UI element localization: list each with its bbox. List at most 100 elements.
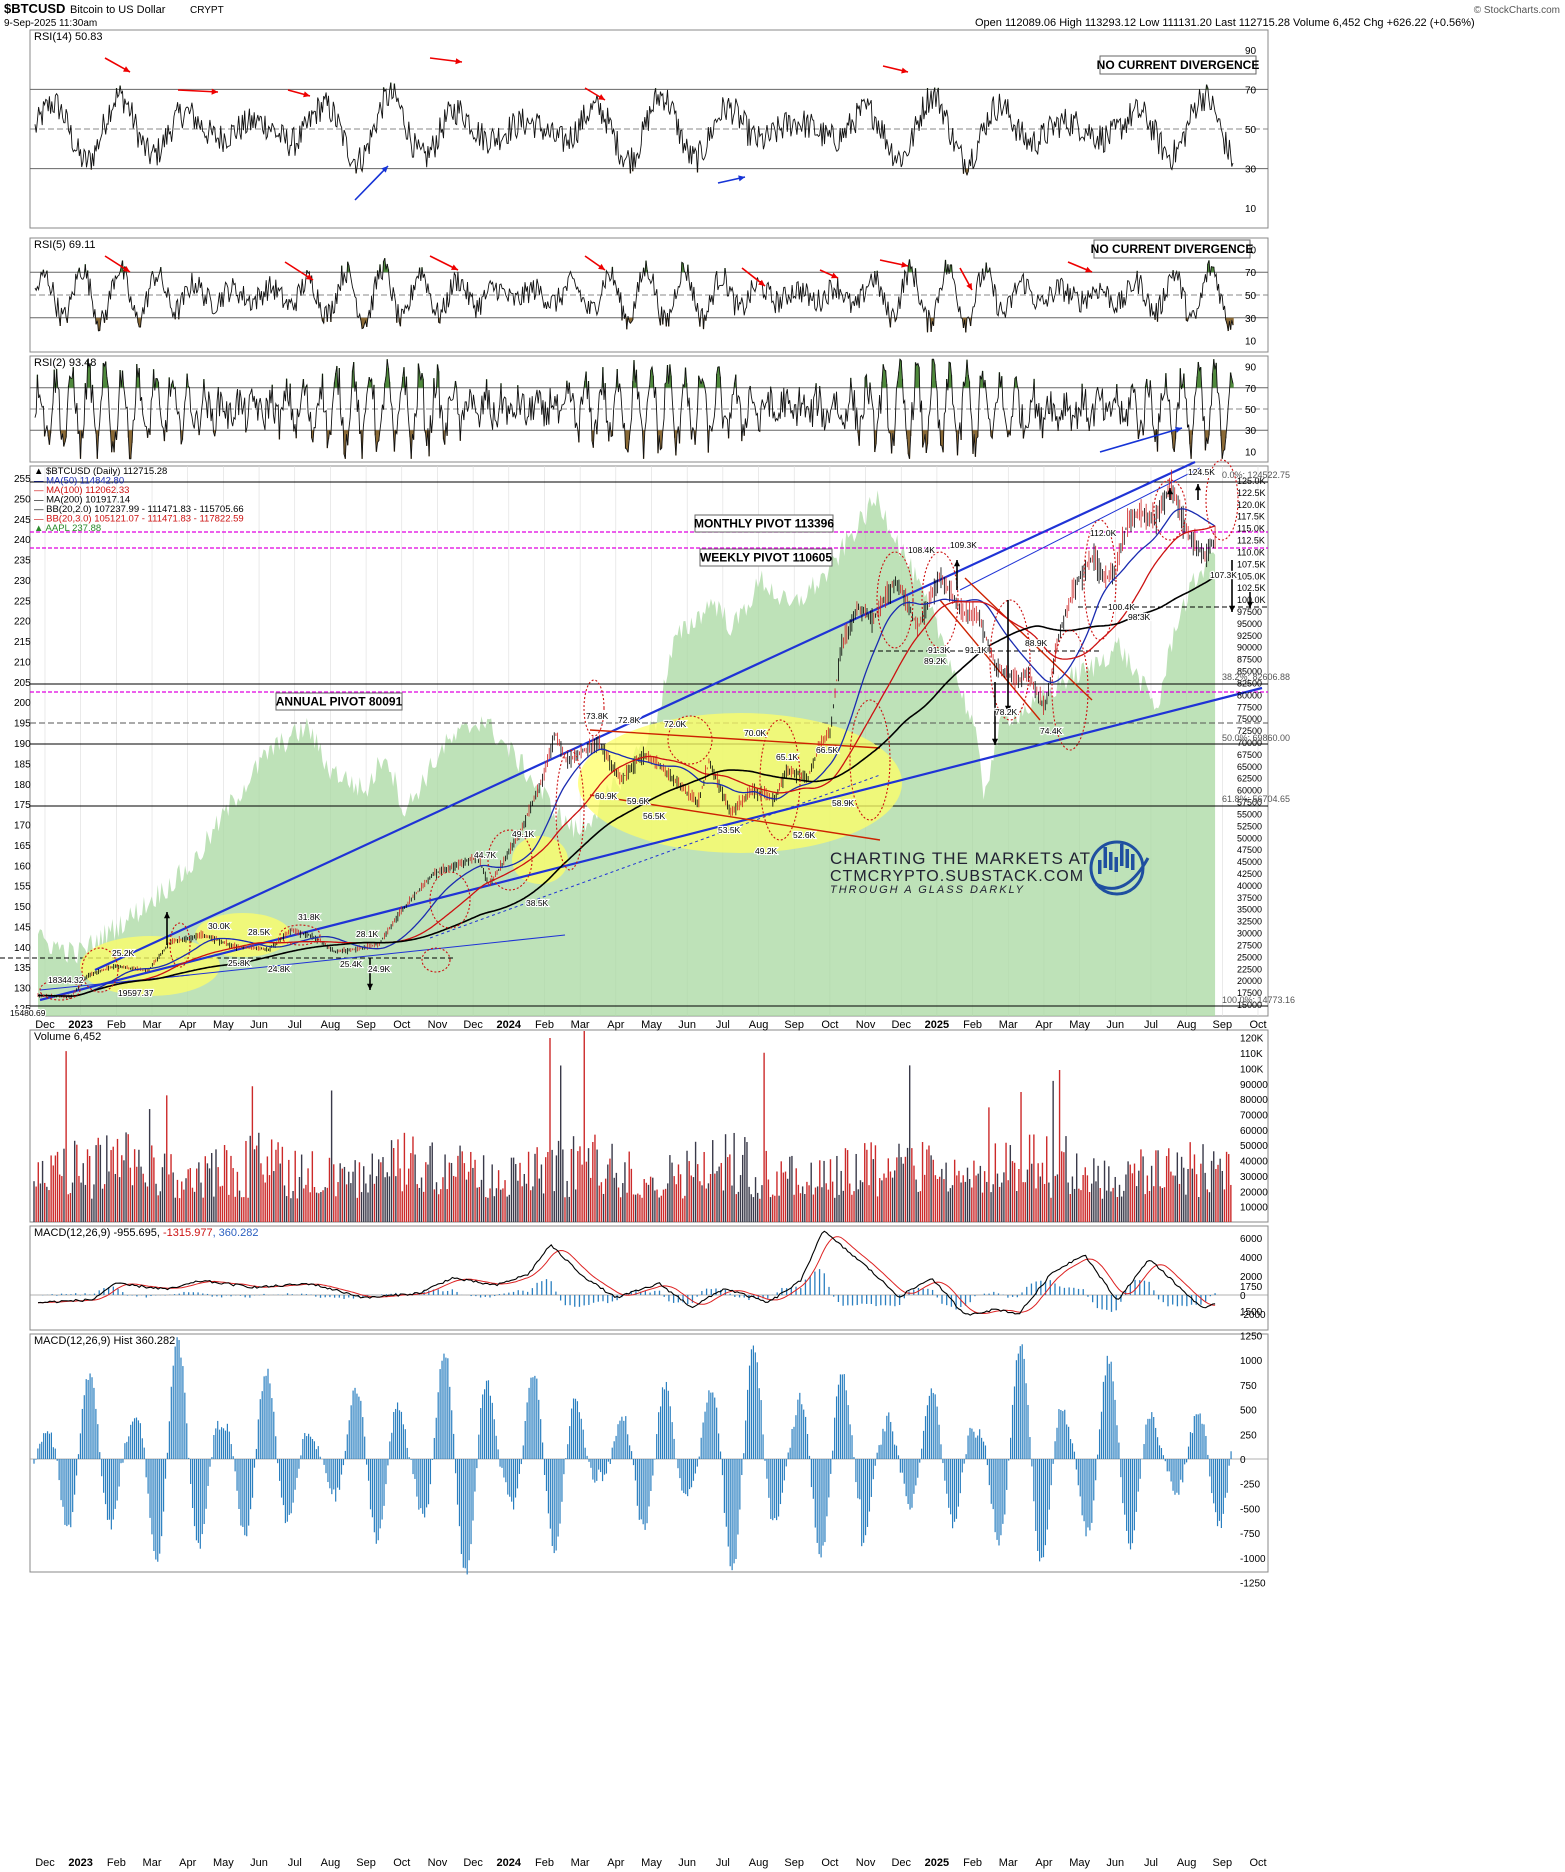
price-annotation: 25.8K: [228, 958, 251, 968]
rsi5-note: NO CURRENT DIVERGENCE: [1091, 242, 1254, 256]
bottom-axis-month-label: Sep: [356, 1857, 376, 1869]
bollinger-envelope: [849, 699, 891, 821]
price-annotation: 89.2K: [924, 656, 947, 666]
target-arrow-head: [1166, 488, 1174, 495]
price-left-tick: 185: [14, 759, 31, 770]
price-annotation: 31.8K: [298, 912, 321, 922]
rsi14-bull-divergence-arrow-head: [381, 166, 388, 173]
rsi5-oversold-fill: [59, 317, 1234, 333]
watermark: © StockCharts.com: [1474, 5, 1560, 16]
price-right-tick: 22500: [1237, 964, 1262, 974]
bottom-axis-month-label: Apr: [1035, 1857, 1052, 1869]
price-axis-month-label: Apr: [179, 1019, 196, 1031]
bottom-axis-month-label: Jul: [1144, 1857, 1158, 1869]
price-legend-item: ▲ AAPL 237.88: [34, 523, 101, 534]
bottom-axis-month-label: May: [1069, 1857, 1090, 1869]
price-right-tick: 70000: [1237, 738, 1262, 748]
price-left-tick: 140: [14, 943, 31, 954]
rsi5-note-box: [1093, 239, 1251, 259]
price-left-tick: 150: [14, 902, 31, 913]
bollinger-envelope: [667, 715, 713, 765]
price-axis-month-label: Sep: [1213, 1019, 1233, 1031]
hist-tick: 0: [1240, 1455, 1246, 1466]
price-axis-month-label: Mar: [999, 1019, 1018, 1031]
price-right-tick: 15000: [1237, 1000, 1262, 1010]
bottom-axis-month-label: 2025: [925, 1857, 949, 1869]
hist-tick: -250: [1240, 1480, 1260, 1491]
bottom-axis-month-label: 2024: [497, 1857, 522, 1869]
bottom-axis-month-label: May: [641, 1857, 662, 1869]
consolidation-zone: [512, 836, 568, 884]
rsi2-tick: 10: [1245, 447, 1257, 458]
price-annotation: 44.7K: [474, 850, 497, 860]
price-right-tick: 77500: [1237, 702, 1262, 712]
rsi14-tick: 90: [1245, 46, 1257, 57]
bottom-axis-month-label: Jul: [288, 1857, 302, 1869]
logo-candle: [1114, 857, 1118, 872]
price-right-tick: 32500: [1237, 917, 1262, 927]
macd-tick: -2000: [1240, 1310, 1266, 1321]
symbol: $BTCUSD: [4, 1, 65, 16]
volume-tick: 90000: [1240, 1080, 1268, 1091]
price-left-tick: 135: [14, 963, 31, 974]
rsi14-divergence-arrow-head: [598, 94, 605, 100]
price-right-tick: 35000: [1237, 905, 1262, 915]
price-axis-month-label: Nov: [856, 1019, 876, 1031]
price-annotation: 53.5K: [718, 825, 741, 835]
target-arrow-head: [991, 738, 999, 745]
price-axis-month-label: Sep: [356, 1019, 376, 1031]
volume-tick: 70000: [1240, 1110, 1268, 1121]
macd-tick: 4000: [1240, 1253, 1263, 1264]
macd-tick: 2000: [1240, 1272, 1263, 1283]
price-right-tick: 97500: [1237, 607, 1262, 617]
bottom-axis-month-label: Dec: [35, 1857, 55, 1869]
rsi5-tick: 30: [1245, 314, 1257, 325]
bollinger-envelope: [759, 719, 801, 841]
price-axis-month-label: Jun: [1106, 1019, 1124, 1031]
bollinger-envelope: [1051, 629, 1089, 751]
hist-tick: 1750: [1240, 1282, 1263, 1293]
rsi2-oversold-fill: [43, 430, 1227, 459]
rsi2-tick: 90: [1245, 363, 1257, 374]
price-left-tick: 165: [14, 841, 31, 852]
price-right-tick: 45000: [1237, 857, 1262, 867]
rsi5-divergence-arrow-head: [123, 266, 130, 272]
price-right-tick: 125.0K: [1237, 476, 1266, 486]
bottom-axis-month-label: Aug: [749, 1857, 769, 1869]
macd-label-part: -1315.977: [163, 1227, 213, 1239]
price-axis-month-label: Nov: [428, 1019, 448, 1031]
price-right-tick: 80000: [1237, 690, 1262, 700]
macd-tick: 0: [1240, 1291, 1246, 1302]
rsi14-bull-divergence-arrow-head: [738, 175, 745, 182]
price-axis-month-label: Aug: [1177, 1019, 1197, 1031]
chart-content: [0, 57, 1268, 1575]
bottom-axis-month-label: Nov: [428, 1857, 448, 1869]
price-left-tick: 255: [14, 474, 31, 485]
bollinger-envelope: [39, 979, 81, 1001]
hist-tick: 500: [1240, 1406, 1257, 1417]
price-annotation: 49.2K: [755, 846, 778, 856]
price-left-tick: 230: [14, 576, 31, 587]
rsi14-tick: 30: [1245, 165, 1257, 176]
price-annotation: 107.3K: [1210, 570, 1237, 580]
price-right-tick: 17500: [1237, 988, 1262, 998]
macd-tick: 6000: [1240, 1234, 1263, 1245]
rsi2-trendline-head: [1175, 426, 1182, 433]
price-left-tick: 240: [14, 535, 31, 546]
rsi5-tick: 90: [1245, 245, 1257, 256]
bollinger-envelope: [421, 947, 451, 973]
rsi14-line: [34, 82, 1234, 177]
price-annotation: 72.0K: [664, 719, 687, 729]
bottom-axis-month-label: Sep: [1213, 1857, 1233, 1869]
bollinger-envelope: [1083, 519, 1117, 641]
price-right-tick: 82500: [1237, 678, 1262, 688]
consolidation-zone: [195, 913, 291, 957]
price-left-tick: 215: [14, 637, 31, 648]
price-axis-month-label: Mar: [571, 1019, 590, 1031]
price-annotation: 25.2K: [112, 948, 135, 958]
bottom-axis-month-label: Sep: [784, 1857, 804, 1869]
ma50-line: [37, 508, 1216, 997]
rsi2-label: RSI(2) 93.48: [34, 357, 96, 369]
logo-candle: [1098, 860, 1102, 874]
rsi14-divergence-arrow-head: [211, 88, 218, 95]
